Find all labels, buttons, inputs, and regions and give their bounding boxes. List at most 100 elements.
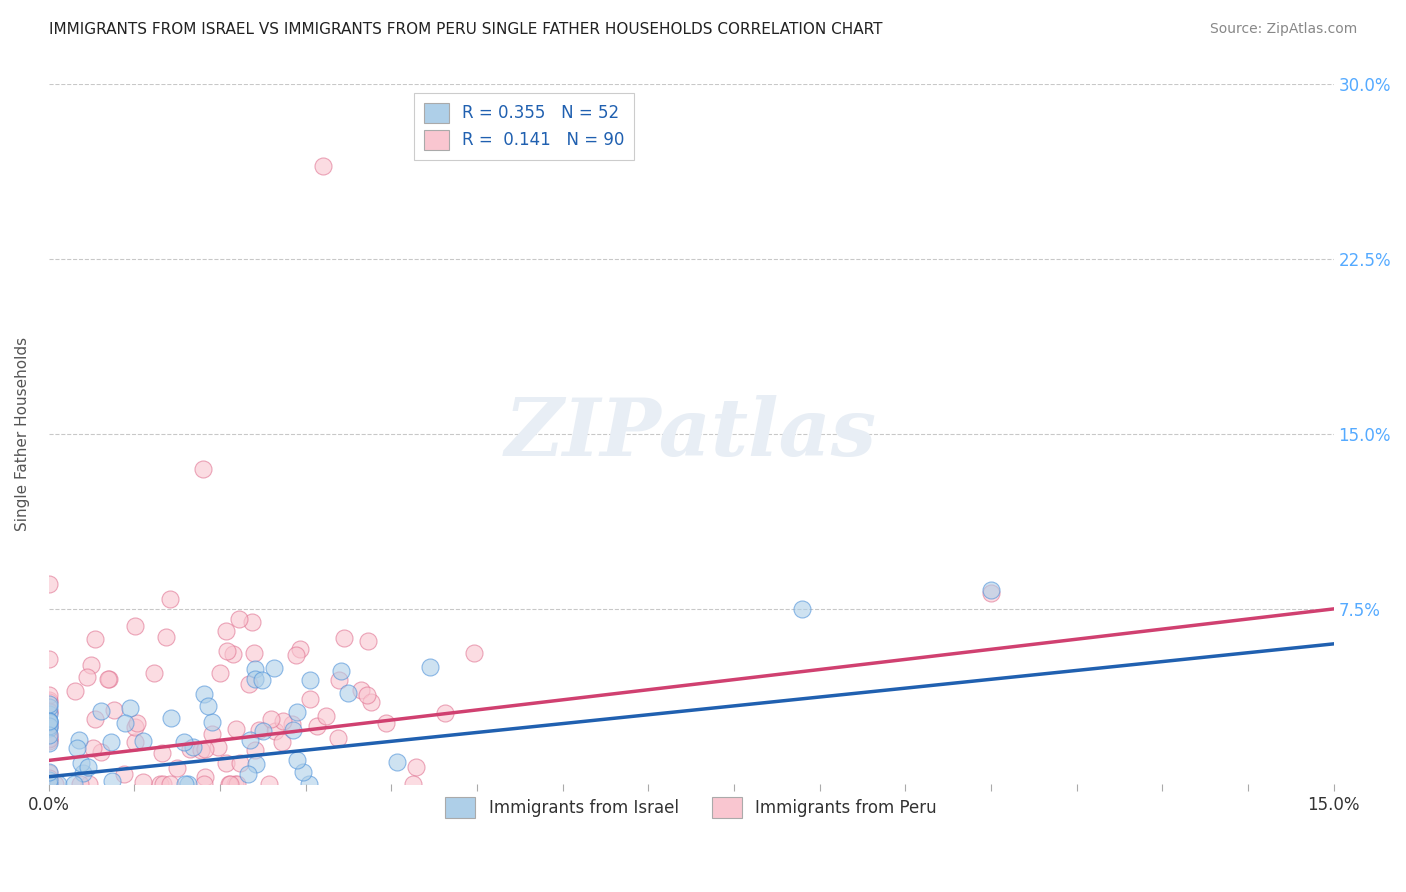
Y-axis label: Single Father Households: Single Father Households	[15, 337, 30, 531]
Point	[374, 716, 396, 731]
Point	[463, 647, 485, 661]
Point	[38, 693, 60, 707]
Point	[191, 462, 214, 476]
Point	[281, 723, 304, 738]
Point	[228, 612, 250, 626]
Point	[419, 660, 441, 674]
Point	[218, 777, 240, 791]
Point	[197, 699, 219, 714]
Point	[245, 757, 267, 772]
Point	[200, 715, 222, 730]
Point	[77, 777, 100, 791]
Point	[76, 670, 98, 684]
Point	[271, 735, 294, 749]
Point	[80, 657, 103, 672]
Point	[980, 583, 1002, 598]
Point	[46, 777, 69, 791]
Point	[66, 740, 89, 755]
Point	[285, 753, 308, 767]
Point	[350, 682, 373, 697]
Point	[401, 777, 423, 791]
Point	[292, 765, 315, 780]
Point	[89, 704, 111, 718]
Point	[150, 746, 173, 760]
Point	[155, 630, 177, 644]
Point	[69, 777, 91, 791]
Point	[38, 736, 60, 750]
Point	[245, 672, 267, 686]
Point	[63, 777, 86, 791]
Point	[38, 773, 60, 788]
Point	[201, 727, 224, 741]
Point	[243, 662, 266, 676]
Point	[433, 706, 456, 720]
Point	[38, 727, 60, 741]
Point	[98, 672, 121, 686]
Point	[38, 714, 60, 728]
Point	[333, 631, 356, 645]
Point	[193, 687, 215, 701]
Point	[76, 760, 98, 774]
Point	[38, 695, 60, 709]
Point	[328, 731, 350, 745]
Point	[82, 741, 104, 756]
Point	[360, 695, 382, 709]
Point	[194, 742, 217, 756]
Point	[298, 777, 321, 791]
Point	[90, 745, 112, 759]
Point	[980, 585, 1002, 599]
Point	[132, 774, 155, 789]
Point	[38, 705, 60, 719]
Point	[38, 715, 60, 730]
Point	[173, 777, 195, 791]
Point	[38, 772, 60, 786]
Point	[298, 692, 321, 706]
Point	[328, 673, 350, 688]
Point	[38, 777, 60, 791]
Point	[207, 740, 229, 755]
Point	[159, 777, 181, 791]
Point	[252, 724, 274, 739]
Point	[298, 673, 321, 687]
Point	[315, 709, 337, 723]
Point	[356, 688, 378, 702]
Point	[97, 673, 120, 687]
Point	[218, 777, 240, 791]
Point	[177, 777, 200, 791]
Point	[132, 734, 155, 748]
Point	[215, 644, 238, 658]
Point	[238, 677, 260, 691]
Point	[166, 761, 188, 775]
Point	[44, 777, 66, 791]
Point	[236, 766, 259, 780]
Point	[337, 686, 360, 700]
Point	[152, 777, 174, 791]
Point	[257, 777, 280, 791]
Point	[38, 722, 60, 736]
Point	[84, 632, 107, 646]
Point	[142, 666, 165, 681]
Point	[193, 777, 215, 791]
Point	[173, 735, 195, 749]
Point	[38, 731, 60, 746]
Point	[285, 705, 308, 719]
Point	[222, 647, 245, 661]
Point	[288, 641, 311, 656]
Point	[112, 767, 135, 781]
Point	[215, 624, 238, 638]
Point	[124, 734, 146, 748]
Point	[38, 576, 60, 591]
Point	[124, 720, 146, 734]
Point	[38, 707, 60, 722]
Point	[226, 777, 249, 791]
Point	[38, 697, 60, 711]
Point	[280, 716, 302, 731]
Point	[208, 666, 231, 681]
Point	[125, 716, 148, 731]
Point	[38, 714, 60, 729]
Point	[194, 770, 217, 784]
Text: Source: ZipAtlas.com: Source: ZipAtlas.com	[1209, 22, 1357, 37]
Point	[38, 777, 60, 791]
Point	[100, 774, 122, 789]
Point	[260, 712, 283, 726]
